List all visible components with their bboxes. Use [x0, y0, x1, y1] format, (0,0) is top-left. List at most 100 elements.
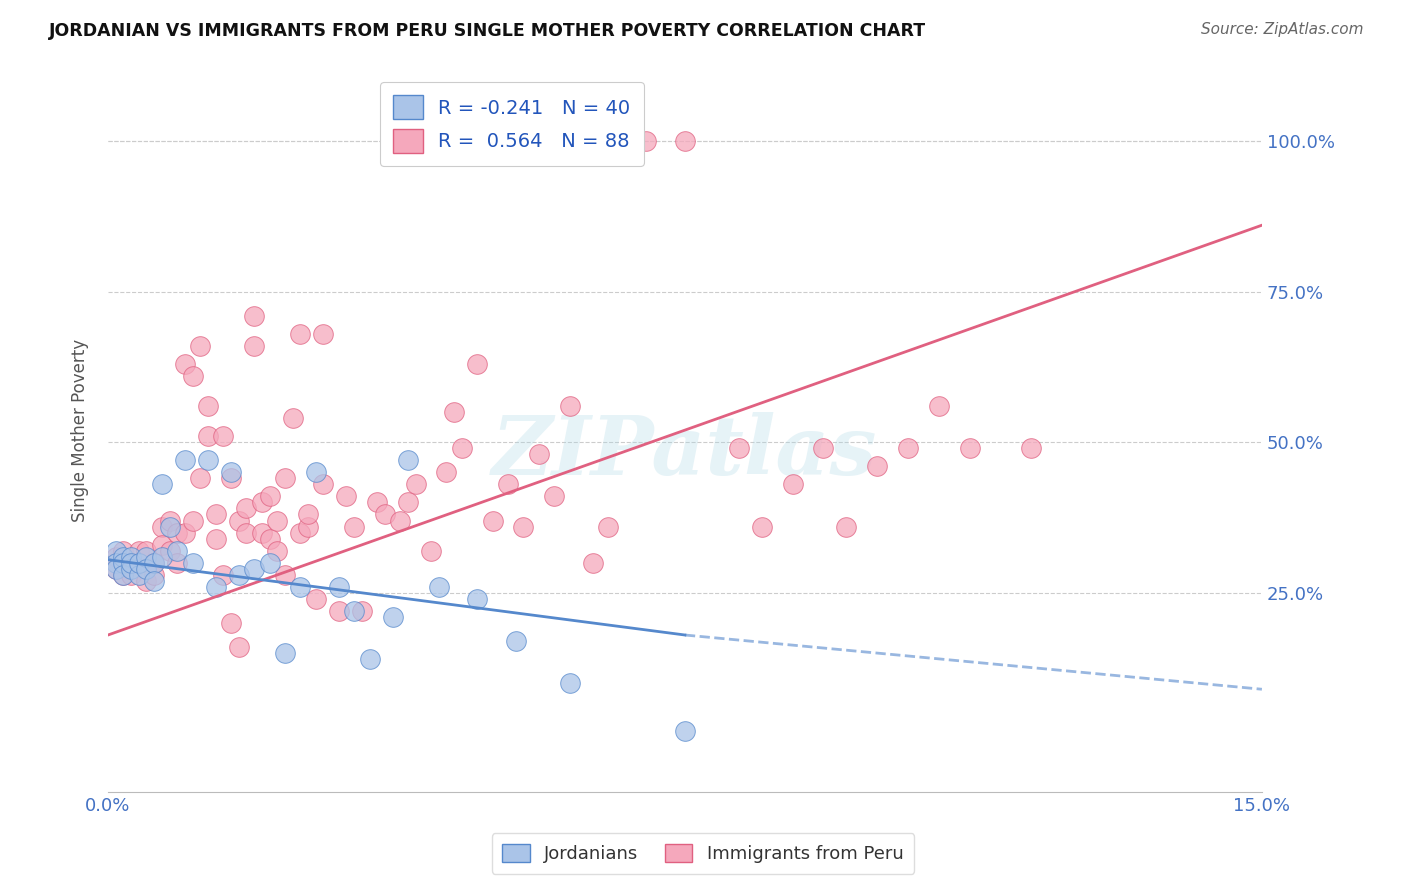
Point — [243, 339, 266, 353]
Point — [558, 676, 581, 690]
Point — [259, 532, 281, 546]
Point — [197, 399, 219, 413]
Point — [305, 591, 328, 606]
Point — [112, 567, 135, 582]
Point — [335, 490, 357, 504]
Point — [928, 399, 950, 413]
Point — [219, 471, 242, 485]
Point — [751, 519, 773, 533]
Y-axis label: Single Mother Poverty: Single Mother Poverty — [72, 339, 89, 522]
Point — [673, 134, 696, 148]
Point — [104, 543, 127, 558]
Point — [166, 556, 188, 570]
Point — [120, 562, 142, 576]
Legend: R = -0.241   N = 40, R =  0.564   N = 88: R = -0.241 N = 40, R = 0.564 N = 88 — [380, 82, 644, 166]
Point — [835, 519, 858, 533]
Point — [128, 556, 150, 570]
Point — [897, 441, 920, 455]
Point — [188, 471, 211, 485]
Point — [112, 556, 135, 570]
Point — [274, 646, 297, 660]
Point — [959, 441, 981, 455]
Point — [436, 465, 458, 479]
Text: Source: ZipAtlas.com: Source: ZipAtlas.com — [1201, 22, 1364, 37]
Point — [135, 549, 157, 564]
Point — [596, 519, 619, 533]
Point — [496, 477, 519, 491]
Point — [250, 495, 273, 509]
Point — [389, 514, 412, 528]
Point — [558, 399, 581, 413]
Point — [259, 490, 281, 504]
Point — [120, 556, 142, 570]
Point — [181, 556, 204, 570]
Point — [813, 441, 835, 455]
Point — [274, 471, 297, 485]
Point — [166, 525, 188, 540]
Point — [266, 514, 288, 528]
Point — [235, 525, 257, 540]
Point — [104, 549, 127, 564]
Point — [143, 556, 166, 570]
Point — [228, 640, 250, 654]
Point — [159, 543, 181, 558]
Point — [228, 567, 250, 582]
Point — [366, 495, 388, 509]
Point — [150, 538, 173, 552]
Point — [450, 441, 472, 455]
Point — [343, 519, 366, 533]
Point — [312, 477, 335, 491]
Point — [135, 574, 157, 588]
Point — [174, 453, 197, 467]
Point — [290, 580, 312, 594]
Point — [243, 562, 266, 576]
Point — [259, 556, 281, 570]
Point — [1019, 441, 1042, 455]
Point — [281, 411, 304, 425]
Point — [343, 604, 366, 618]
Point — [159, 519, 181, 533]
Point — [197, 453, 219, 467]
Point — [636, 134, 658, 148]
Point — [228, 514, 250, 528]
Point — [527, 447, 550, 461]
Point — [143, 574, 166, 588]
Point — [219, 465, 242, 479]
Point — [104, 562, 127, 576]
Point — [135, 543, 157, 558]
Point — [465, 357, 488, 371]
Point — [481, 514, 503, 528]
Point — [290, 525, 312, 540]
Point — [197, 429, 219, 443]
Point — [212, 429, 235, 443]
Point — [174, 357, 197, 371]
Point — [374, 508, 396, 522]
Point — [465, 591, 488, 606]
Point — [128, 543, 150, 558]
Point — [673, 724, 696, 739]
Point — [181, 368, 204, 383]
Point — [219, 615, 242, 630]
Point — [266, 543, 288, 558]
Point — [381, 610, 404, 624]
Point — [350, 604, 373, 618]
Point — [866, 459, 889, 474]
Point — [181, 514, 204, 528]
Point — [297, 519, 319, 533]
Point — [396, 495, 419, 509]
Point — [166, 543, 188, 558]
Point — [274, 567, 297, 582]
Point — [782, 477, 804, 491]
Point — [204, 508, 226, 522]
Point — [174, 525, 197, 540]
Point — [104, 562, 127, 576]
Point — [543, 490, 565, 504]
Point — [135, 562, 157, 576]
Point — [120, 556, 142, 570]
Point — [427, 580, 450, 594]
Point — [312, 326, 335, 341]
Point — [112, 543, 135, 558]
Text: ZIPatlas: ZIPatlas — [492, 412, 877, 491]
Point — [250, 525, 273, 540]
Point — [150, 519, 173, 533]
